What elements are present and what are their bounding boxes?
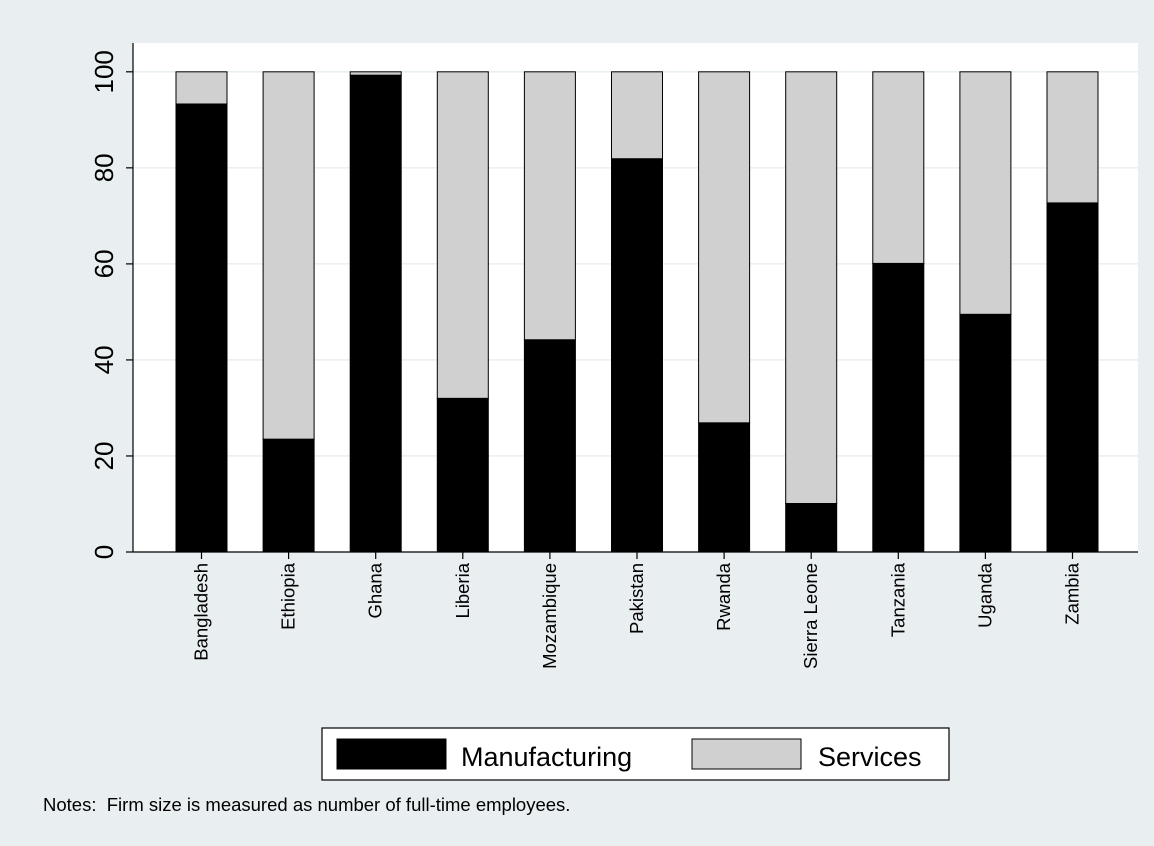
y-tick-label-100: 100 bbox=[89, 50, 119, 93]
bar-manufacturing-ghana bbox=[349, 74, 402, 553]
x-tick-label-zambia: Zambia bbox=[1062, 562, 1083, 624]
bar-services-bangladesh bbox=[175, 71, 228, 105]
bars bbox=[175, 71, 1099, 553]
bar-services-liberia bbox=[436, 71, 489, 399]
x-tick-label-mozambique: Mozambique bbox=[539, 563, 560, 669]
y-tick-label-20: 20 bbox=[89, 442, 119, 471]
legend-label-manufacturing: Manufacturing bbox=[461, 742, 632, 772]
x-tick-label-rwanda: Rwanda bbox=[713, 562, 734, 631]
x-tick-label-pakistan: Pakistan bbox=[626, 563, 647, 634]
bar-services-zambia bbox=[1046, 71, 1099, 204]
y-tick-label-0: 0 bbox=[89, 545, 119, 559]
axes bbox=[126, 43, 1138, 559]
bar-manufacturing-tanzania bbox=[872, 262, 925, 553]
bar-services-uganda bbox=[959, 71, 1012, 315]
bar-manufacturing-bangladesh bbox=[175, 103, 228, 553]
bar-manufacturing-mozambique bbox=[523, 339, 576, 553]
bar-services-ghana bbox=[349, 71, 402, 76]
x-tick-label-tanzania: Tanzania bbox=[887, 562, 908, 637]
legend-label-services: Services bbox=[818, 742, 922, 772]
bar-manufacturing-ethiopia bbox=[262, 438, 315, 553]
y-tick-labels: 0 20 40 60 80 100 bbox=[89, 50, 119, 559]
y-tick-label-60: 60 bbox=[89, 249, 119, 278]
x-tick-label-liberia: Liberia bbox=[452, 562, 473, 618]
legend: Manufacturing Services bbox=[321, 727, 950, 781]
x-tick-label-uganda: Uganda bbox=[974, 562, 995, 628]
x-tick-label-sierra-leone: Sierra Leone bbox=[800, 563, 821, 669]
bar-manufacturing-zambia bbox=[1046, 202, 1099, 553]
x-tick-labels: Bangladesh Ethiopia Ghana Liberia Mozambique… bbox=[191, 562, 1083, 669]
bar-services-rwanda bbox=[698, 71, 751, 424]
bar-manufacturing-sierra-leone bbox=[785, 503, 838, 553]
bar-services-tanzania bbox=[872, 71, 925, 264]
bar-services-pakistan bbox=[611, 71, 663, 160]
y-tick-label-40: 40 bbox=[89, 345, 119, 374]
bar-services-sierra-leone bbox=[785, 71, 838, 505]
x-tick-label-ethiopia: Ethiopia bbox=[278, 562, 299, 630]
chart-note: Notes: Firm size is measured as number o… bbox=[43, 794, 570, 815]
x-tick-label-bangladesh: Bangladesh bbox=[191, 563, 212, 661]
y-tick-label-80: 80 bbox=[89, 153, 119, 182]
bar-manufacturing-pakistan bbox=[611, 158, 663, 553]
legend-swatch-services bbox=[691, 738, 802, 770]
bar-manufacturing-rwanda bbox=[698, 422, 751, 553]
x-tick-label-ghana: Ghana bbox=[365, 562, 386, 618]
bar-manufacturing-uganda bbox=[959, 313, 1012, 553]
bar-manufacturing-liberia bbox=[436, 397, 489, 553]
legend-swatch-manufacturing bbox=[336, 738, 447, 770]
bar-services-mozambique bbox=[523, 71, 576, 341]
bar-services-ethiopia bbox=[262, 71, 315, 440]
